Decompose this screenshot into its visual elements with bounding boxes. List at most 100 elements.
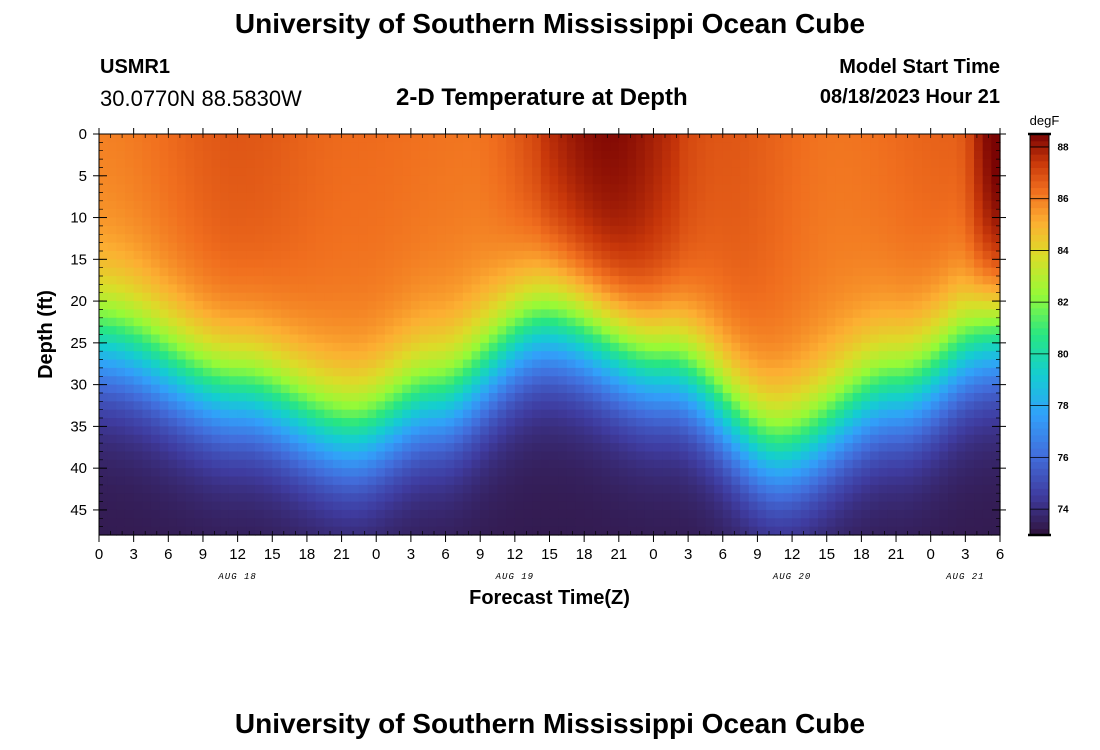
heat-cell: [696, 459, 707, 469]
heat-cell: [844, 259, 854, 269]
heat-cell: [211, 334, 221, 344]
heat-cell: [774, 351, 785, 361]
heat-cell: [896, 459, 906, 469]
heat-cell: [870, 175, 880, 185]
heat-cell: [714, 184, 724, 194]
heat-cell: [254, 367, 265, 377]
heat-cell: [428, 409, 438, 419]
heat-cell: [133, 217, 143, 227]
heat-cell: [592, 509, 603, 519]
heat-cell: [783, 351, 793, 361]
heat-cell: [428, 342, 438, 352]
heat-cell: [393, 384, 403, 394]
heat-cell: [436, 134, 447, 143]
heat-cell: [185, 484, 195, 494]
heat-cell: [254, 317, 265, 327]
heat-cell: [471, 392, 481, 402]
heat-cell: [376, 225, 386, 235]
heat-cell: [246, 242, 256, 252]
heat-cell: [653, 284, 663, 294]
heat-cell: [99, 267, 109, 277]
heat-cell: [887, 426, 897, 436]
heat-cell: [722, 459, 733, 469]
heat-cell: [280, 159, 291, 169]
heat-cell: [350, 292, 360, 302]
heat-cell: [211, 259, 221, 269]
heat-cell: [419, 250, 429, 260]
heat-cell: [662, 225, 672, 235]
heat-cell: [913, 401, 923, 411]
heat-cell: [471, 342, 481, 352]
heat-cell: [142, 175, 152, 185]
heat-cell: [861, 418, 871, 427]
heat-cell: [150, 359, 161, 369]
heat-cell: [913, 301, 923, 311]
heat-cell: [878, 217, 888, 227]
heat-cell: [315, 451, 325, 461]
heat-cell: [696, 359, 707, 369]
heat-cell: [393, 392, 403, 402]
heat-cell: [662, 150, 672, 160]
heat-cell: [289, 209, 299, 219]
heat-cell: [107, 309, 117, 319]
heat-cell: [878, 351, 888, 361]
heat-cell: [289, 384, 299, 394]
heat-cell: [497, 267, 507, 277]
heat-cell: [887, 276, 897, 285]
heat-cell: [627, 142, 637, 152]
heat-cell: [748, 284, 759, 294]
heat-cell: [124, 225, 135, 235]
heat-cell: [124, 167, 135, 177]
heat-cell: [298, 334, 308, 344]
heat-cell: [514, 484, 525, 494]
heat-cell: [601, 209, 611, 219]
heat-cell: [861, 259, 871, 269]
heat-cell: [575, 359, 585, 369]
heat-cell: [159, 142, 169, 152]
heat-cell: [705, 209, 715, 219]
heat-cell: [584, 376, 594, 386]
heat-cell: [341, 242, 351, 252]
heat-cell: [220, 451, 230, 461]
heat-cell: [124, 342, 135, 352]
heat-cell: [904, 526, 914, 536]
heat-cell: [870, 242, 880, 252]
heat-cell: [532, 242, 542, 252]
heat-cell: [852, 225, 862, 235]
heat-cell: [402, 359, 412, 369]
heat-cell: [592, 134, 603, 143]
heat-cell: [393, 175, 403, 185]
heat-cell: [324, 493, 334, 503]
heat-cell: [618, 159, 629, 169]
heat-cell: [150, 493, 161, 503]
heat-cell: [774, 259, 785, 269]
heat-cell: [324, 409, 334, 419]
heat-cell: [350, 317, 360, 327]
heat-cell: [341, 250, 351, 260]
heat-cell: [220, 225, 230, 235]
heat-cell: [644, 167, 655, 177]
heat-cell: [211, 351, 221, 361]
heat-cell: [532, 234, 542, 244]
heat-cell: [956, 351, 966, 361]
heat-cell: [566, 518, 577, 528]
heat-cell: [272, 234, 282, 244]
heat-cell: [887, 376, 897, 386]
heat-cell: [116, 384, 126, 394]
heat-cell: [220, 159, 230, 169]
heat-cell: [679, 434, 689, 444]
heat-cell: [159, 334, 169, 344]
heat-cell: [410, 509, 421, 519]
heat-cell: [445, 234, 455, 244]
heat-cell: [523, 259, 533, 269]
heat-cell: [159, 259, 169, 269]
heat-cell: [783, 326, 793, 336]
heat-cell: [757, 242, 767, 252]
heat-cell: [670, 342, 681, 352]
heat-cell: [220, 359, 230, 369]
heat-cell: [107, 167, 117, 177]
heat-cell: [670, 326, 681, 336]
heat-cell: [176, 367, 187, 377]
heat-cell: [792, 217, 802, 227]
heat-cell: [800, 401, 810, 411]
